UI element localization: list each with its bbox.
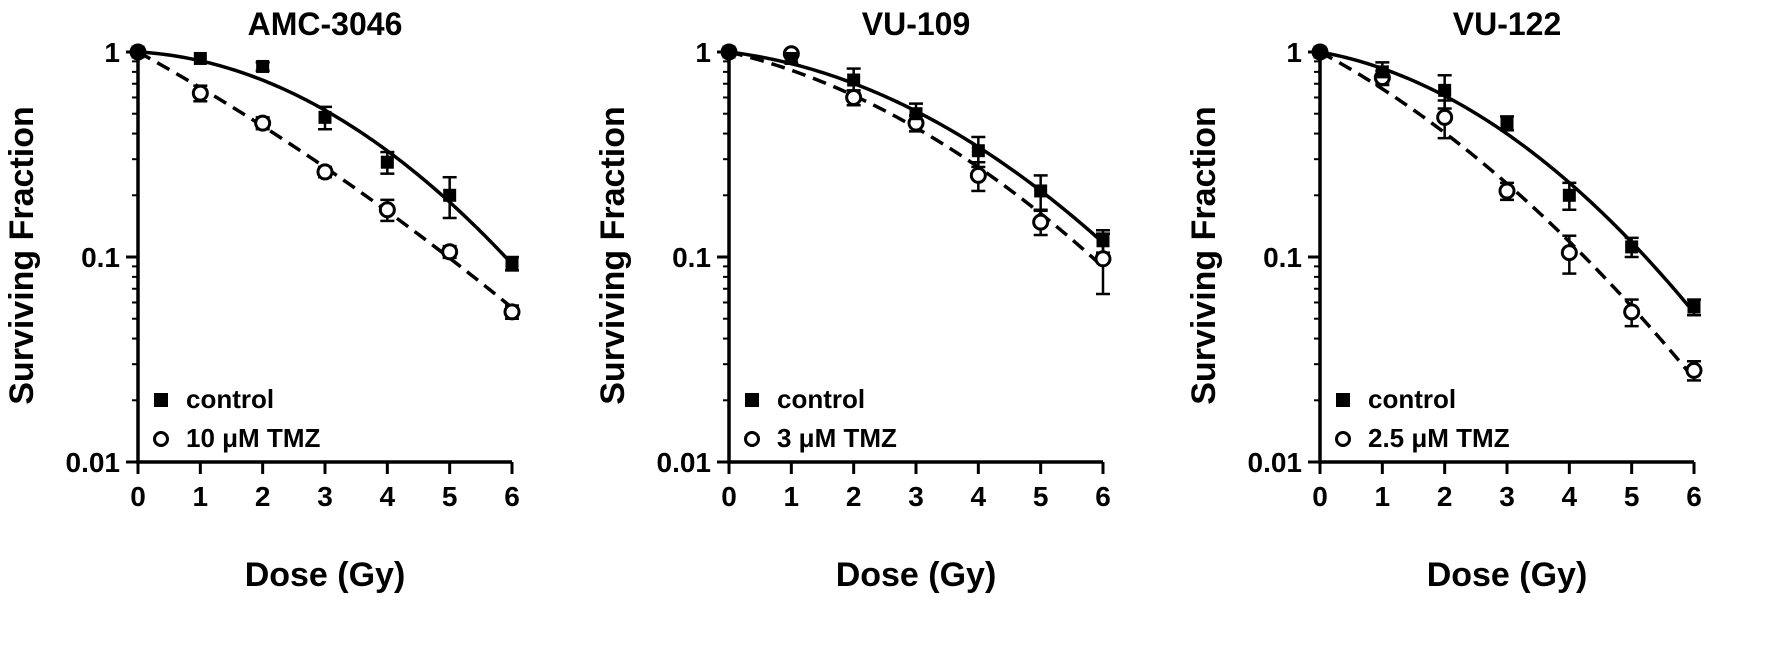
open-circle-marker-icon [1335, 430, 1351, 447]
filled-square-marker-icon [1336, 392, 1350, 407]
plot-area: 1 0.1 0.01 0 1 2 3 4 5 6 [657, 37, 1112, 512]
svg-text:5: 5 [442, 481, 458, 512]
legend-item-control: control [739, 384, 897, 415]
legend: control 10 μM TMZ [148, 384, 320, 454]
y-axis-label: Surviving Fraction [1176, 40, 1232, 470]
legend-marker-wrap [739, 392, 765, 407]
x-axis-label: Dose (Gy) [244, 556, 406, 594]
svg-text:5: 5 [1033, 481, 1049, 512]
svg-text:1: 1 [104, 37, 120, 68]
svg-text:0: 0 [1312, 481, 1328, 512]
open-circle-marker-icon [744, 430, 760, 447]
svg-text:3: 3 [317, 481, 333, 512]
svg-text:4: 4 [1562, 481, 1578, 512]
chart-title: VU-109 [861, 6, 971, 42]
legend: control 2.5 μM TMZ [1330, 384, 1510, 454]
svg-text:0.1: 0.1 [672, 242, 711, 273]
x-axis-label: Dose (Gy) [1426, 556, 1588, 594]
svg-text:0.1: 0.1 [81, 242, 120, 273]
legend-item-tmz: 10 μM TMZ [148, 423, 320, 454]
svg-text:4: 4 [380, 481, 396, 512]
legend-marker-wrap [1330, 430, 1356, 447]
y-axis-label-text: Surviving Fraction [1184, 105, 1223, 405]
svg-text:3: 3 [1499, 481, 1515, 512]
open-circle-marker-icon [153, 430, 169, 447]
legend-label: control [777, 384, 866, 414]
svg-text:1: 1 [1375, 481, 1391, 512]
legend-item-tmz: 3 μM TMZ [739, 423, 897, 454]
panel-vu-109: VU-109 Surviving Fraction 1 0.1 0.01 0 1 2 3 4 5… [591, 0, 1182, 647]
svg-text:3: 3 [908, 481, 924, 512]
legend-marker-wrap [148, 430, 174, 447]
chart-title: VU-122 [1452, 6, 1562, 42]
panel-vu-122: VU-122 Surviving Fraction 1 0.1 0.01 0 1 2 3 4 5… [1182, 0, 1773, 647]
legend-item-control: control [1330, 384, 1510, 415]
svg-text:6: 6 [504, 481, 520, 512]
legend-marker-wrap [739, 430, 765, 447]
plot-area: 1 0.1 0.01 0 1 2 3 4 5 6 [66, 37, 521, 512]
legend-marker-wrap [148, 392, 174, 407]
svg-text:2: 2 [846, 481, 862, 512]
chart-title: AMC-3046 [247, 6, 403, 42]
legend-label: 3 μM TMZ [777, 423, 897, 453]
svg-text:6: 6 [1686, 481, 1702, 512]
svg-text:1: 1 [695, 37, 711, 68]
svg-text:0.1: 0.1 [1263, 242, 1302, 273]
y-axis-label-text: Surviving Fraction [2, 105, 41, 405]
svg-text:4: 4 [971, 481, 987, 512]
legend-label: 2.5 μM TMZ [1368, 423, 1510, 453]
svg-text:0: 0 [721, 481, 737, 512]
legend-label: control [186, 384, 275, 414]
y-axis-label-text: Surviving Fraction [593, 105, 632, 405]
svg-text:1: 1 [1286, 37, 1302, 68]
legend-item-tmz: 2.5 μM TMZ [1330, 423, 1510, 454]
svg-text:1: 1 [193, 481, 209, 512]
legend-marker-wrap [1330, 392, 1356, 407]
filled-square-marker-icon [745, 392, 759, 407]
legend-label: 10 μM TMZ [186, 423, 321, 453]
svg-text:1: 1 [784, 481, 800, 512]
x-axis-label: Dose (Gy) [835, 556, 997, 594]
plot-area: 1 0.1 0.01 0 1 2 3 4 5 6 [1248, 37, 1703, 512]
svg-text:5: 5 [1624, 481, 1640, 512]
legend: control 3 μM TMZ [739, 384, 897, 454]
legend-label: control [1368, 384, 1457, 414]
panel-amc-3046: AMC-3046 Surviving Fraction 1 0.1 0.01 0 1 2 3… [0, 0, 591, 647]
svg-text:0.01: 0.01 [1248, 447, 1303, 478]
filled-square-marker-icon [154, 392, 168, 407]
svg-text:0.01: 0.01 [657, 447, 712, 478]
y-axis-label: Surviving Fraction [585, 40, 641, 470]
svg-text:2: 2 [1437, 481, 1453, 512]
svg-text:0.01: 0.01 [66, 447, 121, 478]
svg-text:2: 2 [255, 481, 271, 512]
legend-item-control: control [148, 384, 320, 415]
y-axis-label: Surviving Fraction [0, 40, 50, 470]
svg-text:0: 0 [130, 481, 146, 512]
svg-text:6: 6 [1095, 481, 1111, 512]
